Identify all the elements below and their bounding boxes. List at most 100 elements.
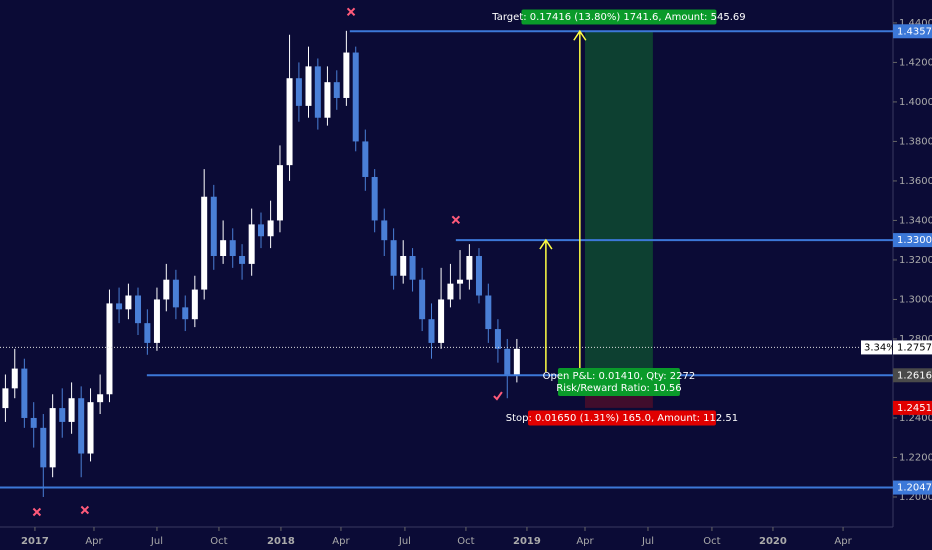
candle-body (438, 299, 445, 343)
marker-cross (80, 505, 90, 515)
x-tick-label: Apr (85, 536, 103, 547)
candle-body (125, 295, 132, 310)
candle-body (135, 295, 142, 324)
y-tick-label: 1.34000 (899, 215, 932, 226)
candle-body (305, 66, 312, 106)
stop-label-box (893, 400, 932, 415)
marker-cross (32, 507, 42, 517)
candle-body (116, 303, 123, 310)
candle-body (276, 165, 283, 221)
candle-body (457, 279, 464, 284)
candle-body (172, 279, 179, 308)
candle-body (87, 402, 94, 454)
x-tick-label: Apr (834, 536, 852, 547)
candle-body (428, 319, 435, 343)
candle-body (295, 78, 302, 106)
target-box (521, 9, 717, 25)
candle-body (97, 394, 104, 403)
level-label-box (893, 480, 932, 495)
level-label: 1.33005 (897, 235, 932, 246)
candle-body (49, 408, 56, 468)
candle-body (106, 303, 113, 395)
candle-body (239, 255, 246, 264)
arrow-head (539, 238, 553, 250)
candle-body (220, 240, 227, 256)
candle-body (201, 196, 208, 290)
stop-box (527, 410, 716, 426)
y-tick-label: 1.28000 (899, 334, 932, 345)
x-tick-label: 2017 (21, 536, 49, 547)
candle-body (314, 66, 321, 118)
level-label-box (893, 24, 932, 39)
profit-zone (585, 31, 653, 376)
marker-cross (451, 215, 461, 225)
stop-label: 1.24511 (897, 403, 932, 414)
y-tick-label: 1.40000 (899, 97, 932, 108)
candle-body (475, 255, 482, 296)
candle-body (447, 283, 454, 300)
pnl-box (557, 368, 680, 396)
x-tick-label: 2019 (513, 536, 541, 547)
y-tick-label: 1.30000 (899, 294, 932, 305)
candle-body (390, 240, 397, 276)
candle-body (381, 220, 388, 241)
candle-body (362, 141, 369, 177)
candle-body (78, 398, 85, 454)
y-tick-label: 1.42000 (899, 57, 932, 68)
x-tick-label: Apr (576, 536, 594, 547)
x-tick-label: Oct (703, 536, 720, 547)
level-label-box (893, 233, 932, 248)
candle-body (409, 255, 416, 280)
level-label: 1.20477 (897, 483, 932, 494)
candle-body (191, 289, 198, 320)
candle-body (68, 398, 75, 422)
current-price-box (893, 340, 932, 355)
candle-body (40, 427, 47, 468)
candle-body (485, 295, 492, 330)
level-label: 1.43577 (897, 26, 932, 37)
y-tick-label: 1.32000 (899, 255, 932, 266)
candle-body (513, 348, 520, 375)
candle-body (371, 176, 378, 221)
marker-cross (346, 7, 356, 17)
y-tick-label: 1.20000 (899, 492, 932, 503)
candle-body (504, 348, 511, 375)
y-tick-label: 1.44000 (899, 18, 932, 29)
candle-body (21, 368, 28, 418)
change-box (861, 340, 892, 355)
candle-body (286, 78, 293, 166)
x-tick-label: Apr (332, 536, 350, 547)
x-tick-label: Jul (641, 536, 654, 547)
stop-text: Stop: 0.01650 (1.31%) 165.0, Amount: 112… (506, 413, 738, 424)
candle-body (210, 196, 217, 256)
x-tick-label: Oct (210, 536, 227, 547)
y-tick-label: 1.36000 (899, 176, 932, 187)
candle-body (153, 299, 160, 343)
candle-body (59, 408, 66, 422)
pnl-text: Open P&L: 0.01410, Qty: 2272 (543, 371, 696, 382)
x-tick-label: 2018 (267, 536, 295, 547)
marker-check (493, 391, 503, 401)
candle-body (163, 279, 170, 300)
candle-body (352, 52, 359, 142)
candle-body (248, 224, 255, 264)
candle-body (258, 224, 265, 237)
candle-body (333, 82, 340, 98)
candle-body (494, 329, 501, 349)
current-price-label: 1.27571 (897, 342, 932, 353)
y-tick-label: 1.38000 (899, 136, 932, 147)
arrow-head (573, 29, 587, 41)
candle-body (324, 82, 331, 118)
candle-body (229, 240, 236, 256)
y-tick-label: 1.22000 (899, 452, 932, 463)
candle-body (144, 323, 151, 343)
x-tick-label: 2020 (759, 536, 787, 547)
candle-body (2, 388, 9, 409)
candle-body (466, 255, 473, 280)
change-label: 3.34% (864, 342, 896, 353)
y-tick-label: 1.24000 (899, 413, 932, 424)
candle-body (419, 279, 426, 320)
